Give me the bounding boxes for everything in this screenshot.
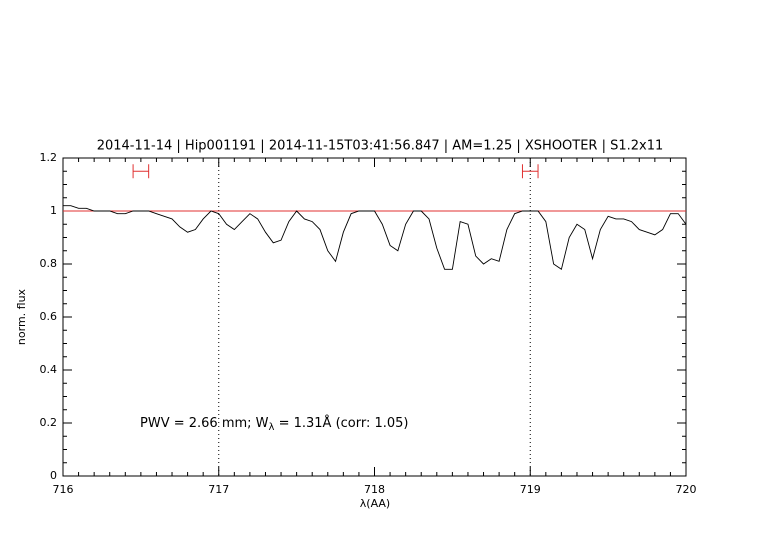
chart-title: 2014-11-14 | Hip001191 | 2014-11-15T03:4…: [97, 139, 664, 154]
x-tick-label: 720: [676, 483, 697, 496]
x-tick-label: 717: [208, 483, 229, 496]
y-tick-label: 0.8: [40, 257, 58, 270]
y-tick-label: 0.6: [40, 310, 58, 323]
y-tick-label: 0.2: [40, 416, 58, 429]
annotation-text: = 1.31Å (corr: 1.05): [274, 415, 408, 431]
x-tick-label: 718: [364, 483, 385, 496]
y-axis-label: norm. flux: [15, 288, 28, 345]
annotation-text: PWV = 2.66 mm; W: [140, 416, 269, 431]
x-axis-label: λ(AA): [360, 497, 390, 510]
y-tick-label: 1: [50, 204, 57, 217]
y-tick-label: 1.2: [40, 151, 58, 164]
x-tick-label: 719: [520, 483, 541, 496]
annotation-subscript: λ: [269, 422, 275, 433]
spectrum-line: [63, 205, 687, 271]
y-tick-label: 0.4: [40, 363, 58, 376]
y-tick-label: 0: [50, 469, 57, 482]
x-tick-label: 716: [53, 483, 74, 496]
annotation: PWV = 2.66 mm; Wλ = 1.31Å (corr: 1.05): [140, 415, 409, 434]
